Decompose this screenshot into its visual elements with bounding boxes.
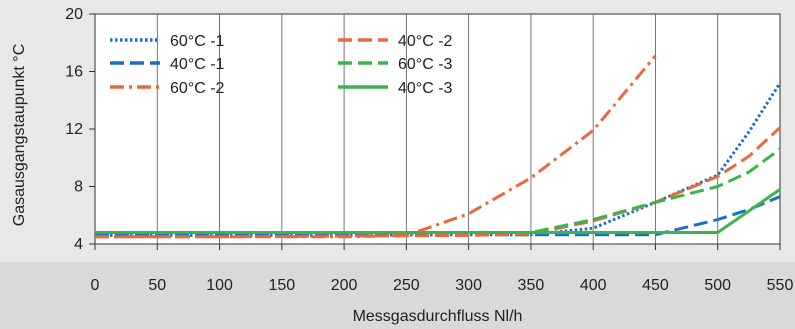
legend-label: 60°C -3 bbox=[398, 56, 453, 73]
x-tick-label: 50 bbox=[148, 277, 166, 294]
x-tick-label: 400 bbox=[580, 277, 607, 294]
x-tick-label: 0 bbox=[91, 277, 100, 294]
legend-label: 60°C -2 bbox=[170, 80, 225, 97]
y-tick-label: 16 bbox=[65, 64, 83, 81]
plot-area bbox=[94, 13, 781, 245]
y-tick-label: 8 bbox=[74, 179, 83, 196]
x-tick-label: 300 bbox=[455, 277, 482, 294]
x-tick-label: 450 bbox=[642, 277, 669, 294]
x-tick-label: 350 bbox=[518, 277, 545, 294]
x-tick-label: 200 bbox=[331, 277, 358, 294]
bottom-band bbox=[0, 262, 795, 329]
y-axis-label: Gasausgangstaupunkt °C bbox=[11, 44, 28, 227]
legend-label: 40°C -3 bbox=[398, 80, 453, 97]
y-tick-label: 4 bbox=[74, 236, 83, 253]
x-tick-label: 550 bbox=[767, 277, 794, 294]
x-tick-label: 500 bbox=[704, 277, 731, 294]
x-axis-label: Messgasdurchfluss Nl/h bbox=[353, 308, 523, 325]
legend-label: 40°C -2 bbox=[398, 33, 453, 50]
series-line-40-c-3 bbox=[95, 188, 781, 234]
legend-label: 40°C -1 bbox=[170, 56, 225, 73]
x-tick-label: 100 bbox=[206, 277, 233, 294]
y-tick-label: 12 bbox=[65, 121, 83, 138]
y-tick-label: 20 bbox=[65, 6, 83, 23]
legend-label: 60°C -1 bbox=[170, 33, 225, 50]
x-tick-label: 150 bbox=[268, 277, 295, 294]
x-tick-label: 250 bbox=[393, 277, 420, 294]
